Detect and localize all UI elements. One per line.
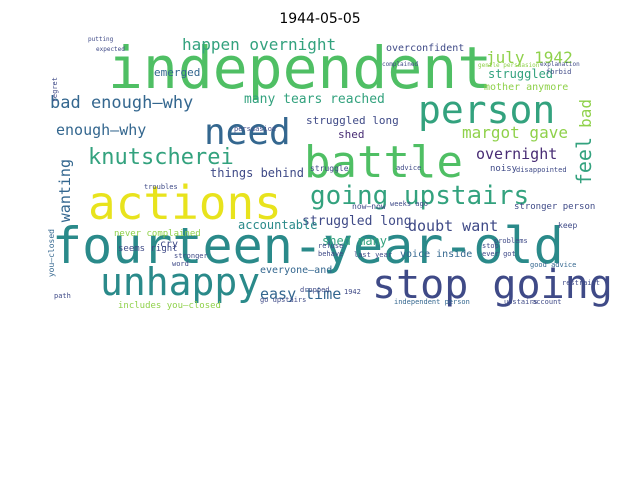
word-complained: complained — [382, 61, 419, 68]
word-putting: putting — [88, 36, 114, 43]
word-knutscherei: knutscherei — [88, 145, 234, 170]
word-doubt-want: doubt want — [408, 217, 499, 235]
word-easy-time: easy time — [260, 285, 342, 303]
word-stronger-person: stronger person — [514, 202, 596, 212]
word-everyone-and: everyone—and — [260, 265, 333, 276]
word-path: path — [54, 292, 71, 300]
word-1942: 1942 — [344, 288, 361, 296]
word-never-complained: never complained — [114, 229, 201, 239]
word-you-closed: you—closed — [47, 229, 56, 278]
word-go-upstairs: go upstairs — [260, 296, 307, 304]
word-word: word — [172, 260, 189, 268]
word-shed: shed — [338, 128, 365, 141]
word-keep: keep — [558, 221, 578, 230]
word-stop-going: stop going — [372, 262, 613, 308]
word-voice-inside: voice inside — [400, 249, 473, 260]
word-disappointed: disappointed — [516, 166, 567, 174]
word-stop: stop — [482, 242, 499, 250]
word-margot-gave: margot gave — [462, 123, 568, 142]
word-forbid: forbid — [546, 68, 572, 76]
word-shed-many: shed many — [322, 234, 388, 248]
word-regret: regret — [51, 77, 59, 103]
word-enough-why: enough—why — [56, 121, 147, 139]
word-struggled: struggled — [488, 67, 554, 81]
word-going-upstairs: going upstairs — [310, 181, 530, 211]
word-actions: actions — [88, 176, 282, 230]
word-fourteen-year-old: fourteen-year-old — [52, 217, 564, 275]
word-includes-you-closed: includes you—closed — [118, 301, 221, 311]
word-problems: problems — [494, 237, 528, 245]
word-explanation: explanation — [540, 61, 580, 68]
word-good-advice: good advice — [530, 261, 577, 269]
word-things-behind: things behind — [210, 166, 304, 180]
word-feel: feel — [572, 137, 596, 186]
word-noisy: noisy — [490, 164, 518, 174]
word-persuasion: persuasion — [234, 125, 277, 133]
word-stronger: stronger — [174, 252, 208, 260]
word-overnight: overnight — [476, 145, 558, 163]
word-expected: expected — [96, 46, 125, 53]
word-bad: bad — [576, 99, 595, 128]
word-person: person — [418, 88, 556, 132]
word-struggle: struggle — [310, 164, 349, 173]
word-struggled-long: struggled long — [302, 214, 412, 229]
word-troubles: troubles — [144, 183, 178, 191]
word-cry: cry — [160, 239, 179, 250]
page-title: 1944-05-05 — [279, 11, 361, 27]
word-overconfident: overconfident — [386, 43, 465, 54]
word-mother-anymore: mother anymore — [484, 82, 569, 93]
word-upstairs: upstairs — [504, 298, 538, 306]
word-struggled-long-2: struggled long — [306, 114, 399, 127]
word-behave: behave — [318, 250, 344, 258]
word-account: account — [532, 298, 562, 306]
word-dropped: dropped — [300, 286, 330, 294]
word-emerged: emerged — [154, 66, 201, 79]
word-refuse: refuse — [318, 242, 344, 250]
word-unhappy: unhappy — [100, 260, 261, 304]
word-gentle-persuasion: gentle persuasion — [478, 62, 540, 69]
word-cloud: independent fourteen-year-old actions ba… — [47, 34, 613, 320]
word-need: need — [204, 112, 291, 153]
word-bad-enough-why: bad enough—why — [50, 93, 194, 113]
word-many-tears-reached: many tears reached — [244, 92, 385, 107]
word-battle: battle — [304, 137, 463, 188]
word-independent: independent — [108, 34, 493, 102]
word-weeks-ago: weeks ago — [390, 200, 428, 208]
word-july-1942: july 1942 — [486, 48, 573, 67]
word-advice: advice — [396, 164, 422, 172]
word-ever-got: ever got — [482, 250, 516, 258]
word-happen-overnight: happen overnight — [182, 35, 337, 54]
word-now-now: now—now — [352, 202, 386, 211]
word-accountable: accountable — [238, 218, 318, 232]
word-wanting: wanting — [56, 159, 74, 223]
word-independent-person: independent person — [394, 298, 470, 306]
word-seems-right: seems right — [118, 244, 178, 254]
word-restraint: restraint — [562, 279, 600, 287]
word-last-year: last year — [354, 251, 392, 259]
